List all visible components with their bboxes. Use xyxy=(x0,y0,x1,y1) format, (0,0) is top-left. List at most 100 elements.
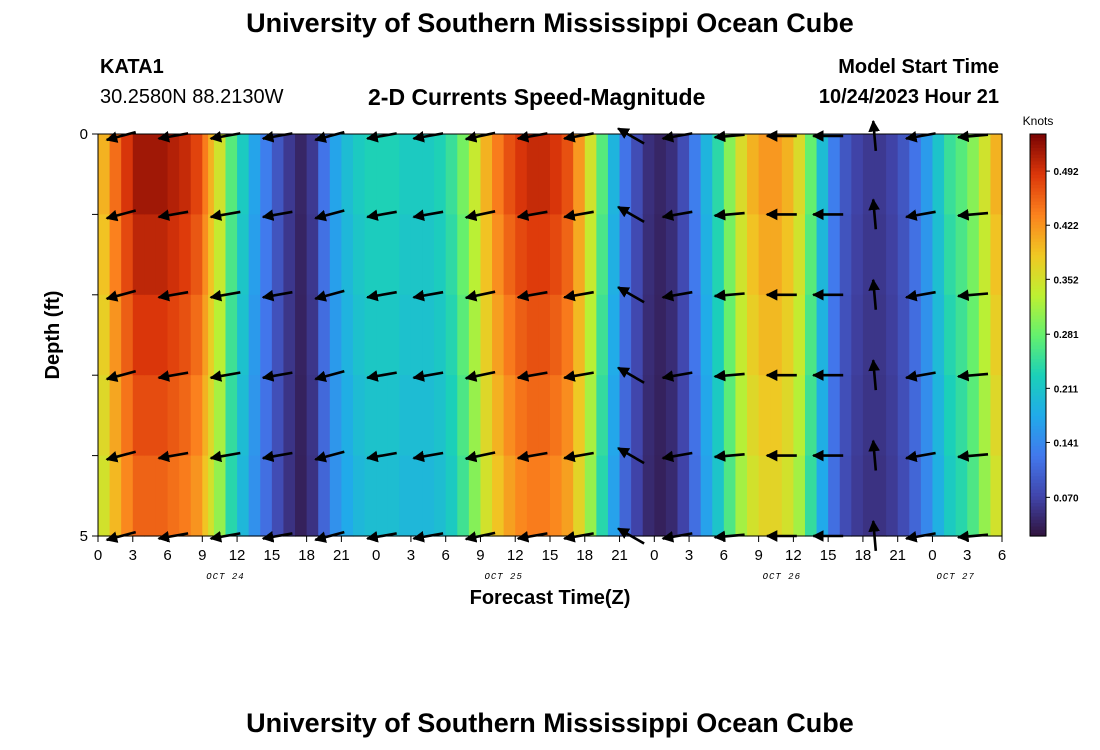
heatmap-cell xyxy=(700,375,713,457)
x-tick-label: 0 xyxy=(928,547,936,564)
heatmap-cell xyxy=(897,375,910,457)
model-start-label: Model Start Time xyxy=(838,56,999,78)
current-vector-arrow xyxy=(563,370,594,382)
current-vector-arrow xyxy=(412,370,444,382)
current-vector-arrow xyxy=(868,359,880,391)
colorbar-segment xyxy=(1030,525,1046,530)
colorbar-segment xyxy=(1030,458,1046,463)
heatmap-cell xyxy=(793,294,806,376)
heatmap-cell xyxy=(295,214,308,296)
colorbar-segment xyxy=(1030,268,1046,272)
heatmap-cell xyxy=(399,214,412,296)
colorbar-segment xyxy=(1030,298,1046,303)
heatmap-cell xyxy=(376,375,389,457)
model-start-time: 10/24/2023 Hour 21 xyxy=(818,86,999,108)
heatmap-cell xyxy=(132,134,145,215)
heatmap-cell xyxy=(955,375,968,457)
heatmap-cell xyxy=(723,294,737,376)
heatmap-cell xyxy=(121,134,134,215)
heatmap-cell xyxy=(967,294,980,376)
heatmap-cell xyxy=(387,214,400,296)
current-vector-arrow xyxy=(956,130,989,143)
heatmap-cell xyxy=(642,214,655,296)
colorbar-segment xyxy=(1030,522,1046,527)
heatmap-cell xyxy=(526,294,540,376)
heatmap-cell xyxy=(955,455,968,537)
heatmap-cell xyxy=(98,214,111,296)
heatmap-cell xyxy=(190,214,203,296)
heatmap-cell xyxy=(793,134,806,215)
heatmap-cell xyxy=(561,214,574,296)
current-vector-arrow xyxy=(261,209,293,221)
x-tick-label: 21 xyxy=(333,547,350,564)
colorbar-title: Knots xyxy=(1023,114,1054,128)
heatmap-cell xyxy=(631,134,644,215)
colorbar-tick-label: 0.492 xyxy=(1053,167,1078,178)
heatmap-cell xyxy=(920,134,934,215)
x-tick-label: 21 xyxy=(611,547,628,564)
heatmap-cell xyxy=(689,375,702,457)
heatmap-cell xyxy=(654,214,667,296)
heatmap-cell xyxy=(700,455,713,537)
heatmap-cell xyxy=(109,214,122,296)
heatmap-cell xyxy=(920,294,934,376)
heatmap-cell xyxy=(538,214,551,296)
heatmap-cell xyxy=(851,134,864,215)
current-vector-arrow xyxy=(516,370,548,382)
colorbar-segment xyxy=(1030,264,1046,269)
heatmap-cell xyxy=(967,375,980,457)
colorbar-segment xyxy=(1030,505,1046,510)
heatmap-cell xyxy=(329,294,342,376)
y-axis-label: Depth (ft) xyxy=(42,291,64,380)
heatmap-cell xyxy=(561,375,574,457)
heatmap-cell xyxy=(990,455,1003,537)
heatmap-cell xyxy=(248,134,261,215)
heatmap-cell xyxy=(376,455,389,537)
colorbar-segment xyxy=(1030,261,1046,266)
heatmap-cell xyxy=(457,375,470,457)
colorbar-segment xyxy=(1030,465,1046,470)
x-tick-label: 12 xyxy=(507,547,524,564)
current-vector-arrow xyxy=(412,289,444,302)
colorbar-segment xyxy=(1030,365,1046,370)
heatmap-cell xyxy=(329,455,342,537)
heatmap-cell xyxy=(665,134,679,215)
heatmap-cell xyxy=(747,375,760,457)
heatmap-cell xyxy=(932,455,945,537)
heatmap-cell xyxy=(202,134,209,215)
current-vector-arrow xyxy=(464,289,496,302)
heatmap-cell xyxy=(213,134,227,215)
colorbar-segment xyxy=(1030,167,1046,172)
heatmap-cell xyxy=(909,294,922,376)
x-tick-label: 6 xyxy=(442,547,450,564)
x-tick-label: 9 xyxy=(476,547,484,564)
heatmap-cell xyxy=(781,134,794,215)
heatmap-cell xyxy=(132,214,145,296)
heatmap-cell xyxy=(225,455,238,537)
heatmap-cell xyxy=(781,455,794,537)
heatmap-cell xyxy=(468,294,482,376)
colorbar-segment xyxy=(1030,495,1046,500)
heatmap-cell xyxy=(329,134,342,215)
heatmap-cell xyxy=(747,455,760,537)
heatmap-cell xyxy=(607,134,621,215)
current-vector-arrow xyxy=(516,289,548,302)
heatmap-cell xyxy=(689,214,702,296)
heatmap-cell xyxy=(584,455,597,537)
heatmap-cell xyxy=(364,134,377,215)
day-label: OCT 24 xyxy=(206,572,244,582)
colorbar-segment xyxy=(1030,154,1046,159)
heatmap-cell xyxy=(503,455,516,537)
heatmap-cell xyxy=(712,214,725,296)
current-vector-arrow xyxy=(956,450,989,462)
heatmap-cell xyxy=(225,375,238,457)
colorbar-tick-label: 0.422 xyxy=(1053,221,1078,232)
heatmap-cell xyxy=(422,375,435,457)
heatmap-cell xyxy=(816,294,829,376)
heatmap-cell xyxy=(804,214,818,296)
heatmap-cell xyxy=(654,134,667,215)
colorbar-segment xyxy=(1030,475,1046,480)
current-vector-arrow xyxy=(157,370,189,382)
heatmap-cell xyxy=(967,455,980,537)
heatmap-cell xyxy=(295,375,308,457)
